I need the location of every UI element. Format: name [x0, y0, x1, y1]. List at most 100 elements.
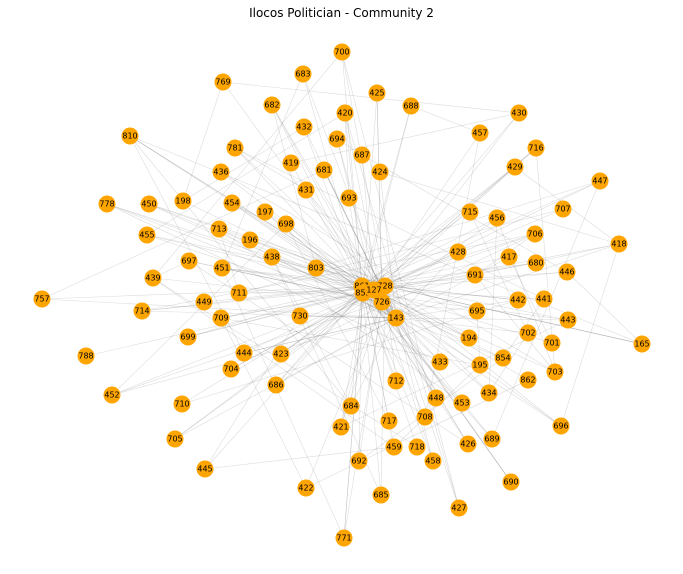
edge [361, 105, 412, 287]
edge [129, 135, 375, 291]
edge [148, 203, 364, 294]
edge [285, 223, 390, 422]
node-705: 705 [166, 430, 184, 448]
edge [395, 317, 512, 483]
edge [220, 289, 375, 319]
edge [361, 180, 601, 287]
node-718: 718 [408, 438, 426, 456]
node-circle [431, 353, 449, 371]
edge [280, 289, 375, 355]
edge [182, 126, 305, 202]
edge [271, 104, 317, 269]
edge [469, 211, 529, 334]
node-453: 453 [453, 394, 471, 412]
node-circle [385, 438, 403, 456]
edge [181, 292, 364, 405]
edge [384, 285, 519, 301]
node-circle [480, 384, 498, 402]
node-circle [373, 293, 391, 311]
node-label: 421 [333, 423, 348, 432]
node-circle [554, 200, 572, 218]
node-label: 195 [472, 361, 487, 370]
node-426: 426 [459, 435, 477, 453]
node-label: 803 [308, 264, 323, 273]
node-circle [256, 203, 274, 221]
node-label: 454 [224, 199, 239, 208]
edge [361, 233, 536, 287]
node-label: 457 [472, 129, 487, 138]
node-layer: 700 683 769 425 688 682 420 430 810 432 694 457 781 6… [33, 43, 651, 547]
node-704: 704 [222, 360, 240, 378]
edge [362, 112, 520, 294]
node-circle [342, 397, 360, 415]
edge [343, 292, 364, 539]
edge [146, 234, 569, 321]
node-421: 421 [332, 418, 350, 436]
node-circle [519, 324, 537, 342]
edge [305, 301, 383, 489]
node-circle [277, 215, 295, 233]
node-label: 443 [560, 316, 575, 325]
edge [381, 274, 476, 303]
edge [350, 317, 397, 407]
node-circle [509, 291, 527, 309]
node-label: 445 [197, 465, 212, 474]
node-circle [140, 195, 158, 213]
node-circle [519, 371, 537, 389]
node-label: 684 [343, 402, 358, 411]
node-label: 420 [337, 109, 352, 118]
node-700: 700 [333, 43, 351, 61]
node-circle [552, 417, 570, 435]
edge [271, 104, 363, 287]
edge [141, 285, 386, 312]
node-label: 444 [236, 349, 251, 358]
node-label: 694 [329, 135, 344, 144]
node-label: 702 [520, 329, 535, 338]
node-circle [328, 130, 346, 148]
node-label: 683 [295, 70, 310, 79]
edge [395, 243, 620, 319]
node-circle [558, 263, 576, 281]
node-circle [213, 259, 231, 277]
edge [379, 171, 397, 319]
node-circle [453, 394, 471, 412]
edge [381, 301, 434, 462]
node-circle [223, 194, 241, 212]
edge [221, 267, 363, 287]
node-label: 698 [278, 220, 293, 229]
node-703: 703 [546, 363, 564, 381]
node-circle [263, 248, 281, 266]
node-label: 769 [215, 78, 230, 87]
node-circle [180, 252, 198, 270]
edge [384, 166, 516, 287]
edge [373, 208, 564, 291]
node-769: 769 [214, 73, 232, 91]
node-714: 714 [133, 302, 151, 320]
node-label: 429 [507, 163, 522, 172]
edge [146, 112, 346, 236]
edge [275, 285, 363, 386]
node-circle [471, 124, 489, 142]
node-423: 423 [272, 345, 290, 363]
node-circle [459, 435, 477, 453]
node-label: 715 [462, 208, 477, 217]
edge [220, 317, 307, 489]
node-716: 716 [527, 139, 545, 157]
edge [373, 243, 620, 291]
node-circle [196, 460, 214, 478]
edge [362, 105, 412, 294]
edge [220, 171, 556, 373]
node-circle [226, 139, 244, 157]
node-730: 730 [291, 307, 309, 325]
edge [341, 51, 363, 287]
node-452: 452 [103, 386, 121, 404]
edge [424, 132, 481, 418]
node-circle [502, 473, 520, 491]
node-label: 757 [34, 295, 49, 304]
node-691: 691 [466, 266, 484, 284]
edge [476, 310, 481, 366]
node-681: 681 [315, 161, 333, 179]
node-circle [272, 345, 290, 363]
edge [344, 112, 383, 303]
node-circle [424, 452, 442, 470]
